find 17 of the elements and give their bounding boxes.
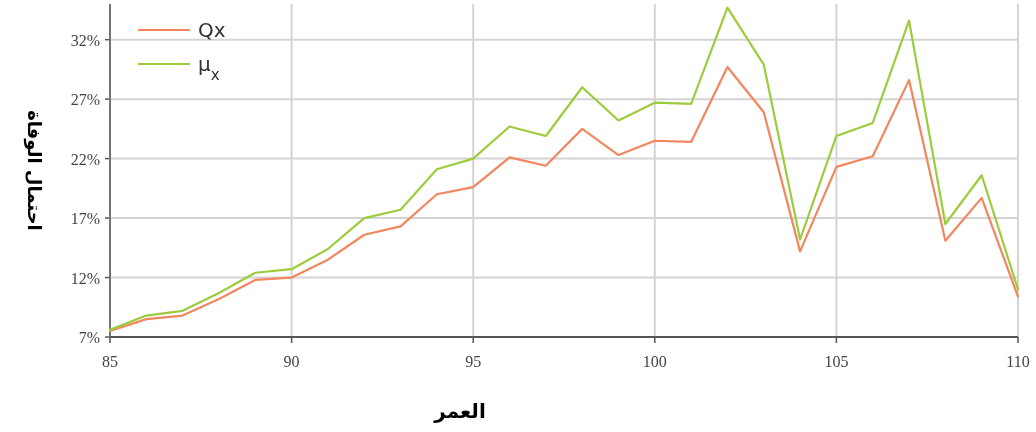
x-tick-label: 105: [824, 353, 849, 370]
line-series: [108, 6, 1020, 331]
x-tick-label: 100: [642, 353, 667, 370]
x-tick-label: 90: [283, 353, 300, 370]
y-tick-label: 17%: [70, 210, 100, 228]
x-tick-label: 110: [1006, 353, 1030, 370]
x-tick-label: 95: [465, 353, 482, 370]
y-tick-label: 12%: [70, 269, 100, 287]
y-axis-title: احتمال الوفاة: [23, 110, 45, 231]
x-tick-label: 85: [102, 353, 118, 370]
y-tick-label: 22%: [70, 150, 100, 168]
legend-label: Qx: [198, 18, 226, 42]
y-tick-label: 27%: [70, 91, 100, 109]
y-tick-label: 32%: [70, 31, 100, 49]
y-tick-label: 7%: [78, 329, 100, 346]
legend-label: μ$_{x}$: [198, 52, 220, 84]
x-axis-title: العمر: [433, 399, 486, 423]
